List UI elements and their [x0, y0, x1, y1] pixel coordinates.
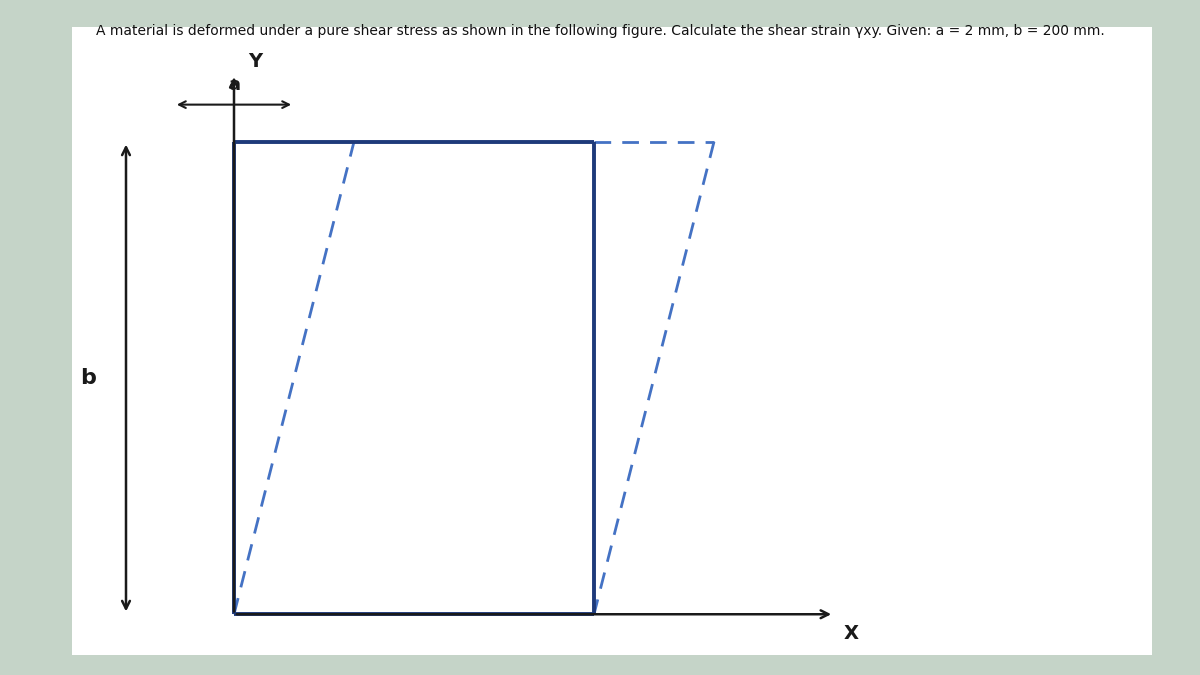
Text: Y: Y [248, 52, 263, 71]
Text: A material is deformed under a pure shear stress as shown in the following figur: A material is deformed under a pure shea… [96, 24, 1104, 38]
FancyBboxPatch shape [72, 27, 1152, 655]
Text: X: X [844, 624, 859, 643]
Text: a: a [228, 76, 240, 95]
Text: b: b [80, 368, 96, 388]
